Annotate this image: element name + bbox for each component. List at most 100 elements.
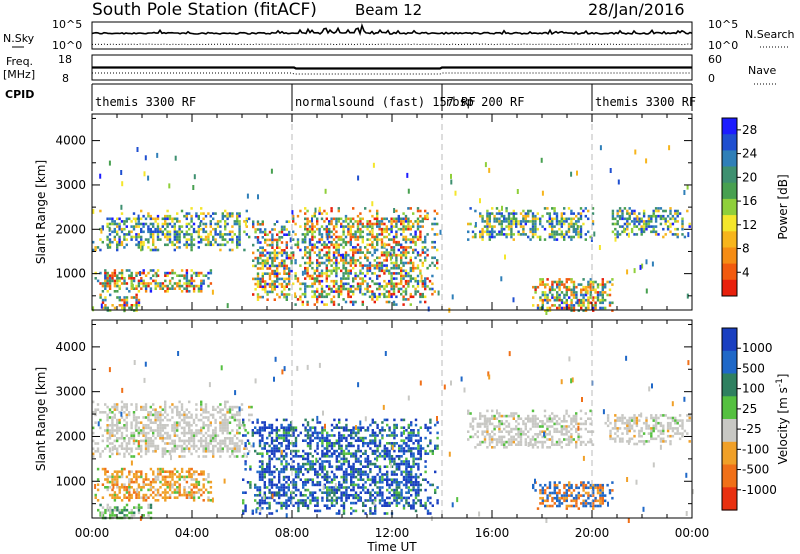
echo-cell [350, 470, 353, 474]
echo-cell [342, 429, 346, 432]
echo-cell [666, 227, 670, 231]
echo-cell [366, 287, 369, 291]
echo-cell [195, 284, 198, 288]
echo-cell [190, 496, 193, 499]
echo-cell [397, 272, 400, 275]
echo-cell [176, 274, 179, 277]
echo-cell [111, 271, 114, 275]
echo-cell [221, 217, 224, 221]
echo-cell [135, 496, 138, 499]
echo-cell [356, 230, 360, 234]
echo-cell [400, 222, 403, 226]
echo-cell [176, 447, 179, 450]
echo-cell [219, 220, 222, 223]
echo-cell [261, 478, 264, 481]
echo-cell [236, 222, 239, 226]
echo-cell [259, 228, 262, 231]
echo-cell [176, 212, 179, 215]
echo-cell [183, 429, 186, 432]
echo-cell [414, 240, 417, 244]
echo-cell [173, 480, 177, 484]
echo-cell [216, 225, 220, 228]
echo-cell [135, 238, 138, 241]
echo-cell [104, 470, 107, 473]
echo-cell [378, 468, 382, 471]
echo-cell [149, 269, 153, 272]
echo-cell [99, 418, 102, 422]
echo-cell [226, 214, 229, 218]
echo-cell [659, 222, 663, 226]
echo-cell [321, 475, 324, 479]
echo-cell [579, 235, 583, 239]
echo-cell [221, 431, 224, 435]
echo-cell [369, 496, 372, 500]
echo-cell [390, 478, 394, 481]
echo-cell [570, 309, 573, 312]
echo-cell [369, 447, 372, 450]
echo-cell [357, 496, 360, 500]
echo-cell [414, 233, 417, 236]
echo-cell [275, 457, 278, 461]
echo-cell [332, 279, 336, 283]
echo-cell [168, 183, 171, 189]
echo-cell [149, 488, 153, 492]
echo-cell [173, 473, 177, 476]
echo-cell [111, 277, 114, 280]
echo-cell [527, 214, 530, 218]
echo-cell [173, 483, 177, 486]
echo-cell [185, 269, 189, 272]
echo-cell [233, 220, 236, 223]
echo-cell [135, 480, 138, 484]
echo-cell [498, 209, 501, 213]
echo-cell [132, 437, 136, 440]
echo-cell [188, 227, 191, 231]
echo-cell [180, 408, 184, 411]
echo-cell [604, 298, 607, 302]
echo-cell [308, 259, 312, 262]
echo-cell [100, 303, 103, 309]
echo-cell [266, 449, 269, 453]
echo-cell [226, 426, 229, 430]
echo-cell [402, 235, 405, 239]
echo-cell [325, 217, 328, 221]
echo-cell [678, 212, 682, 215]
echo-cell [268, 512, 271, 515]
echo-cell [294, 468, 298, 471]
echo-cell [383, 418, 386, 422]
echo-cell [388, 449, 391, 453]
echo-cell [270, 457, 274, 461]
echo-cell [409, 225, 412, 228]
echo-cell [617, 179, 620, 185]
echo-cell [224, 225, 227, 228]
echo-cell [594, 304, 597, 307]
echo-cell [601, 278, 604, 281]
echo-cell [156, 413, 160, 417]
echo-cell [236, 424, 239, 427]
echo-cell [285, 256, 288, 260]
echo-cell [589, 296, 592, 299]
echo-cell [144, 290, 148, 293]
echo-cell [638, 212, 641, 215]
echo-cell [374, 491, 377, 494]
echo-cell [551, 293, 554, 297]
echo-cell [264, 264, 267, 268]
echo-cell [320, 287, 324, 291]
echo-cell [166, 475, 169, 479]
echo-cell [159, 467, 162, 471]
echo-cell [270, 491, 274, 494]
echo-cell [318, 465, 322, 468]
echo-cell [572, 212, 575, 215]
echo-cell [209, 240, 212, 244]
echo-cell [642, 230, 646, 234]
echo-cell [282, 436, 286, 440]
echo-cell [320, 233, 324, 236]
echo-cell [304, 468, 307, 471]
echo-cell [294, 455, 298, 458]
echo-cell [383, 512, 386, 515]
echo-cell [159, 421, 162, 424]
echo-cell [304, 494, 307, 497]
echo-cell [311, 238, 314, 241]
echo-cell [507, 233, 511, 236]
echo-cell [436, 212, 439, 215]
echo-cell [266, 238, 269, 242]
